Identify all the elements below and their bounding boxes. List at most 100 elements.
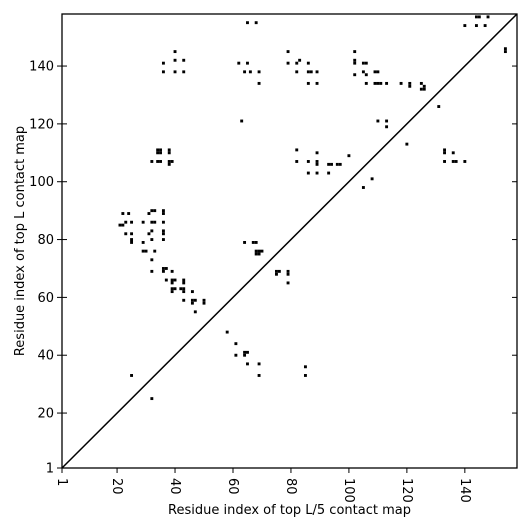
contact-point [153, 220, 157, 224]
contact-point [127, 212, 131, 215]
contact-point [130, 232, 134, 236]
contact-point [130, 238, 134, 241]
contact-point [376, 81, 380, 85]
contact-point [150, 238, 154, 241]
y-tick-label: 100 [29, 175, 54, 190]
contact-point [385, 119, 389, 123]
contact-point [486, 15, 490, 19]
contact-point [405, 142, 409, 146]
contact-point [474, 24, 478, 28]
y-axis-title: Residue index of top L contact map [13, 126, 28, 356]
contact-point [141, 249, 145, 253]
contact-point [170, 287, 174, 291]
contact-point [156, 151, 160, 155]
contact-point [202, 301, 206, 305]
contact-point [173, 278, 177, 282]
contact-point [159, 151, 162, 155]
contact-point [170, 160, 174, 163]
contact-point [161, 267, 165, 270]
y-tick-label: 40 [37, 349, 54, 364]
contact-point [477, 15, 481, 19]
contact-point [373, 70, 377, 74]
contact-point [503, 50, 507, 54]
contact-point [190, 298, 194, 302]
contact-point [173, 287, 177, 291]
contact-point [161, 269, 165, 273]
contact-point [443, 151, 446, 155]
contact-point [248, 70, 252, 74]
contact-point [130, 241, 134, 244]
contact-point [243, 241, 247, 244]
contact-point [277, 269, 281, 273]
contact-point [370, 177, 374, 181]
contact-point [315, 151, 319, 155]
contact-point [179, 287, 183, 291]
contact-point [295, 148, 299, 152]
y-tick-label: 120 [29, 117, 54, 132]
diagonal-line [61, 13, 518, 469]
contact-point [437, 105, 441, 108]
contact-point [159, 160, 162, 163]
contact-point [164, 267, 168, 270]
contact-point [443, 160, 446, 163]
contact-point [260, 249, 264, 253]
contact-point [295, 61, 299, 65]
contact-point [124, 232, 128, 236]
contact-point [240, 119, 244, 123]
contact-point [361, 70, 365, 74]
contact-point [286, 50, 290, 54]
contact-point [364, 81, 368, 85]
contact-point [399, 81, 403, 85]
contact-point [364, 73, 368, 77]
contact-point [275, 269, 278, 273]
contact-point [182, 287, 186, 291]
contact-point [173, 70, 177, 74]
contact-point [257, 81, 261, 85]
contact-point [254, 252, 258, 256]
contact-point [173, 50, 177, 54]
y-tick-label: 80 [37, 233, 54, 248]
x-tick-label: 100 [341, 478, 356, 503]
contact-point [153, 249, 157, 253]
contact-point [353, 58, 357, 62]
contact-point [408, 84, 412, 88]
y-tick-label: 60 [37, 291, 54, 306]
contact-point [182, 298, 186, 302]
contact-point [298, 58, 302, 62]
contact-point [246, 362, 249, 366]
contact-points [118, 15, 507, 401]
contact-point [167, 148, 171, 152]
contact-point [286, 269, 290, 273]
contact-point [306, 160, 310, 163]
x-tick-label: 120 [399, 478, 414, 503]
contact-point [306, 61, 310, 65]
contact-point [419, 81, 423, 85]
contact-point [327, 171, 331, 175]
contact-point [243, 350, 247, 354]
contact-point [306, 81, 310, 85]
y-tick-label: 20 [37, 407, 54, 422]
contact-point [246, 21, 249, 25]
contact-point [353, 73, 357, 77]
contact-point [147, 232, 151, 236]
contact-point [182, 290, 186, 294]
contact-point [150, 209, 154, 213]
contact-point [373, 81, 377, 85]
contact-point [327, 162, 331, 166]
contact-point [147, 212, 151, 215]
contact-point [190, 290, 194, 294]
contact-point [451, 151, 455, 155]
contact-point [306, 171, 310, 175]
contact-point [257, 70, 261, 74]
contact-point [167, 160, 171, 163]
contact-point [234, 342, 238, 346]
contact-point [254, 21, 258, 25]
contact-point [161, 61, 165, 65]
contact-point [161, 229, 165, 233]
x-axis: 1 20 40 60 80 100 120 140 [54, 468, 472, 503]
x-tick-label: 40 [167, 478, 182, 495]
contact-point [361, 61, 365, 65]
contact-point [144, 249, 148, 253]
contact-point [361, 186, 365, 189]
